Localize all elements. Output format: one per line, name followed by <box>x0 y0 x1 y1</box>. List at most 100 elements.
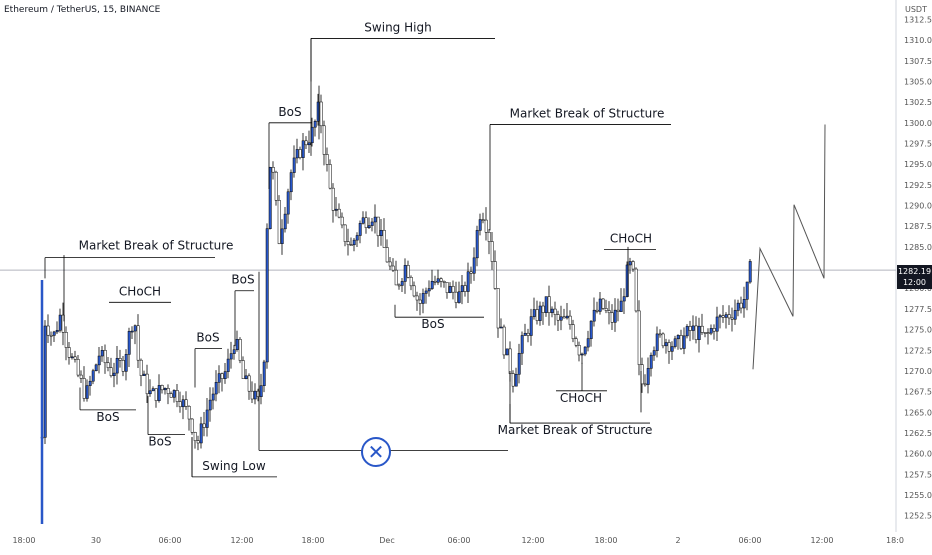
candle-body <box>478 219 482 231</box>
candle-body <box>259 385 263 397</box>
candle-body <box>457 291 461 303</box>
candle-body <box>319 101 323 127</box>
structure-label: BoS <box>421 317 444 331</box>
candle-body <box>352 239 356 246</box>
candle-body <box>724 314 728 318</box>
candle-body <box>286 191 290 215</box>
symbol-title: Ethereum / TetherUS, 15, BINANCE <box>4 5 161 15</box>
candle-body <box>175 390 179 402</box>
structure-label: BoS <box>278 105 301 119</box>
y-tick-label: 1290.00 <box>904 202 932 211</box>
candle-body <box>460 285 464 293</box>
candle-body <box>382 229 386 248</box>
y-tick-label: 1267.50 <box>904 388 932 397</box>
candle-body <box>565 315 569 319</box>
candle-body <box>250 390 254 400</box>
candle-body <box>475 230 479 259</box>
candle-body <box>553 308 557 315</box>
close-button[interactable]: ✕ <box>361 437 391 467</box>
candle-body <box>139 359 143 376</box>
candle-body <box>448 286 452 293</box>
candle-body <box>76 359 80 376</box>
y-tick-label: 1297.50 <box>904 139 932 148</box>
candle-body <box>628 261 632 266</box>
candle-body <box>214 382 218 395</box>
candle-body <box>115 358 119 374</box>
candle-body <box>523 332 527 336</box>
candle-body <box>127 331 131 355</box>
candle-body <box>469 271 473 274</box>
candle-body <box>613 309 617 323</box>
current-price-value: 1282.19 <box>897 267 932 276</box>
candle-body <box>541 305 545 313</box>
candle-body <box>667 342 671 352</box>
candle-body <box>484 219 488 233</box>
candle-body <box>136 325 140 361</box>
y-tick-label: 1300.00 <box>904 119 932 128</box>
candle-body <box>241 360 245 379</box>
candle-body <box>529 316 533 336</box>
x-tick-label: 18:00 <box>12 536 35 545</box>
candle-body <box>418 299 422 304</box>
candle-body <box>544 296 548 313</box>
candle-body <box>244 375 248 379</box>
candle-body <box>493 261 497 289</box>
x-tick-label: 12:00 <box>810 536 833 545</box>
candle-body <box>340 216 344 226</box>
candle-body <box>103 350 107 364</box>
y-tick-label: 1292.50 <box>904 181 932 190</box>
candle-body <box>226 358 230 372</box>
candle-body <box>118 358 122 361</box>
candle-body <box>595 309 599 312</box>
structure-label: Swing Low <box>202 459 266 473</box>
candle-body <box>91 370 95 382</box>
candle-body <box>589 320 593 339</box>
candle-body <box>337 208 341 218</box>
y-tick-label: 1312.50 <box>904 15 932 24</box>
candle-body <box>277 200 281 244</box>
candle-body <box>265 228 269 363</box>
candle-body <box>121 360 125 372</box>
candle-body <box>280 228 284 244</box>
candle-body <box>154 388 158 401</box>
candle-body <box>424 290 428 294</box>
candle-body <box>601 298 605 309</box>
candle-body <box>703 332 707 334</box>
candle-body <box>463 285 467 292</box>
candle-body <box>235 339 239 350</box>
candle-body <box>526 332 530 336</box>
structure-label: BoS <box>196 331 219 345</box>
candle-body <box>436 278 440 283</box>
candle-body <box>517 353 521 375</box>
y-tick-label: 1257.50 <box>904 470 932 479</box>
candle-body <box>670 346 674 352</box>
candle-body <box>397 284 401 287</box>
structure-label: Swing High <box>364 20 431 34</box>
candle-body <box>163 388 167 391</box>
y-tick-label: 1265.00 <box>904 408 932 417</box>
candle-body <box>202 423 206 428</box>
candle-body <box>295 149 299 159</box>
candle-body <box>379 229 383 237</box>
y-tick-label: 1285.00 <box>904 243 932 252</box>
y-tick-label: 1260.00 <box>904 450 932 459</box>
candle-body <box>64 332 68 348</box>
candle-body <box>43 325 47 438</box>
x-tick-label: 12:00 <box>230 536 253 545</box>
y-tick-label: 1270.00 <box>904 367 932 376</box>
candle-body <box>82 378 86 399</box>
x-tick-label: 30 <box>91 536 101 545</box>
candle-body <box>673 338 677 347</box>
candle-body <box>229 353 233 360</box>
candle-body <box>322 125 326 155</box>
candle-body <box>148 390 152 395</box>
candle-body <box>160 385 164 391</box>
candle-body <box>247 375 251 392</box>
candle-body <box>271 167 275 173</box>
candle-body <box>607 310 611 314</box>
candle-body <box>370 221 374 226</box>
candle-body <box>427 288 431 292</box>
candle-body <box>400 281 404 286</box>
